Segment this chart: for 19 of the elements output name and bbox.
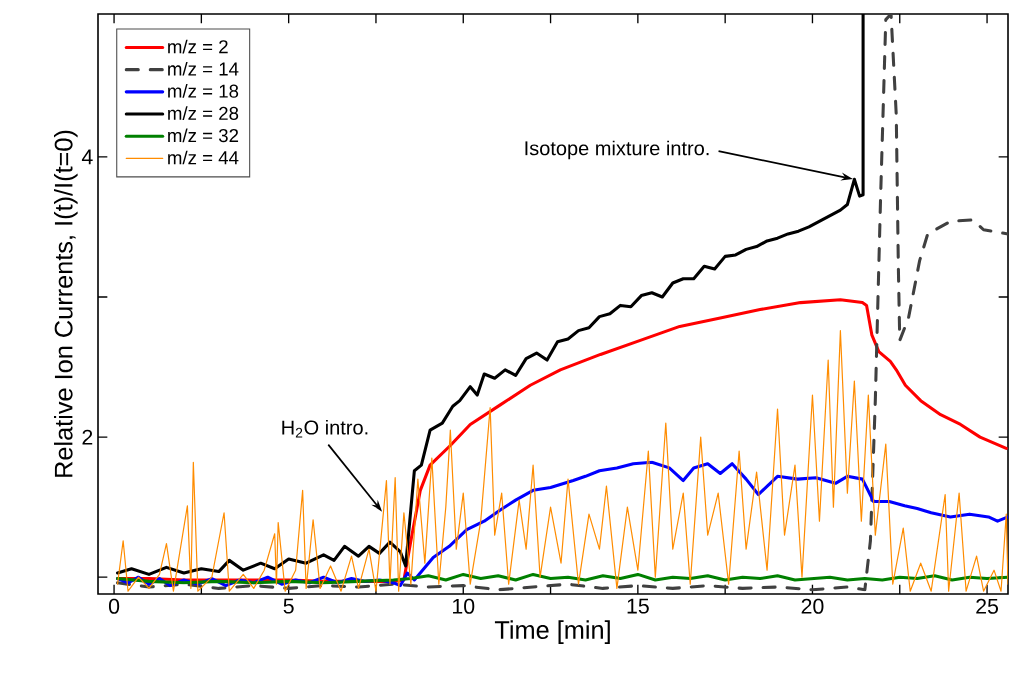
x-axis-title: Time [min] xyxy=(494,620,610,644)
annotation: Isotope mixture intro. xyxy=(525,140,709,160)
y-tick-label: 2 xyxy=(82,429,93,445)
y-axis-title: Relative Ion Currents, I(t)/I(t=0) xyxy=(54,130,78,477)
legend-label: m/z = 32 xyxy=(168,128,239,143)
legend-label: m/z = 28 xyxy=(168,106,239,120)
legend-label: m/z = 44 xyxy=(168,150,239,165)
x-tick-label: 20 xyxy=(801,598,824,614)
x-tick-label: 15 xyxy=(627,598,649,614)
x-tick-label: 0 xyxy=(108,598,120,614)
annotation: H$_{2}$O intro. xyxy=(282,419,368,438)
legend-label: m/z = 18 xyxy=(168,84,239,98)
legend-label: m/z = 2 xyxy=(168,39,228,54)
x-tick-label: 25 xyxy=(976,598,999,614)
y-tick-label: 4 xyxy=(81,149,93,165)
line-series xyxy=(116,14,1009,592)
legend-label: m/z = 14 xyxy=(168,61,239,76)
x-tick-label: 10 xyxy=(453,598,475,614)
x-tick-label: 5 xyxy=(283,598,294,614)
